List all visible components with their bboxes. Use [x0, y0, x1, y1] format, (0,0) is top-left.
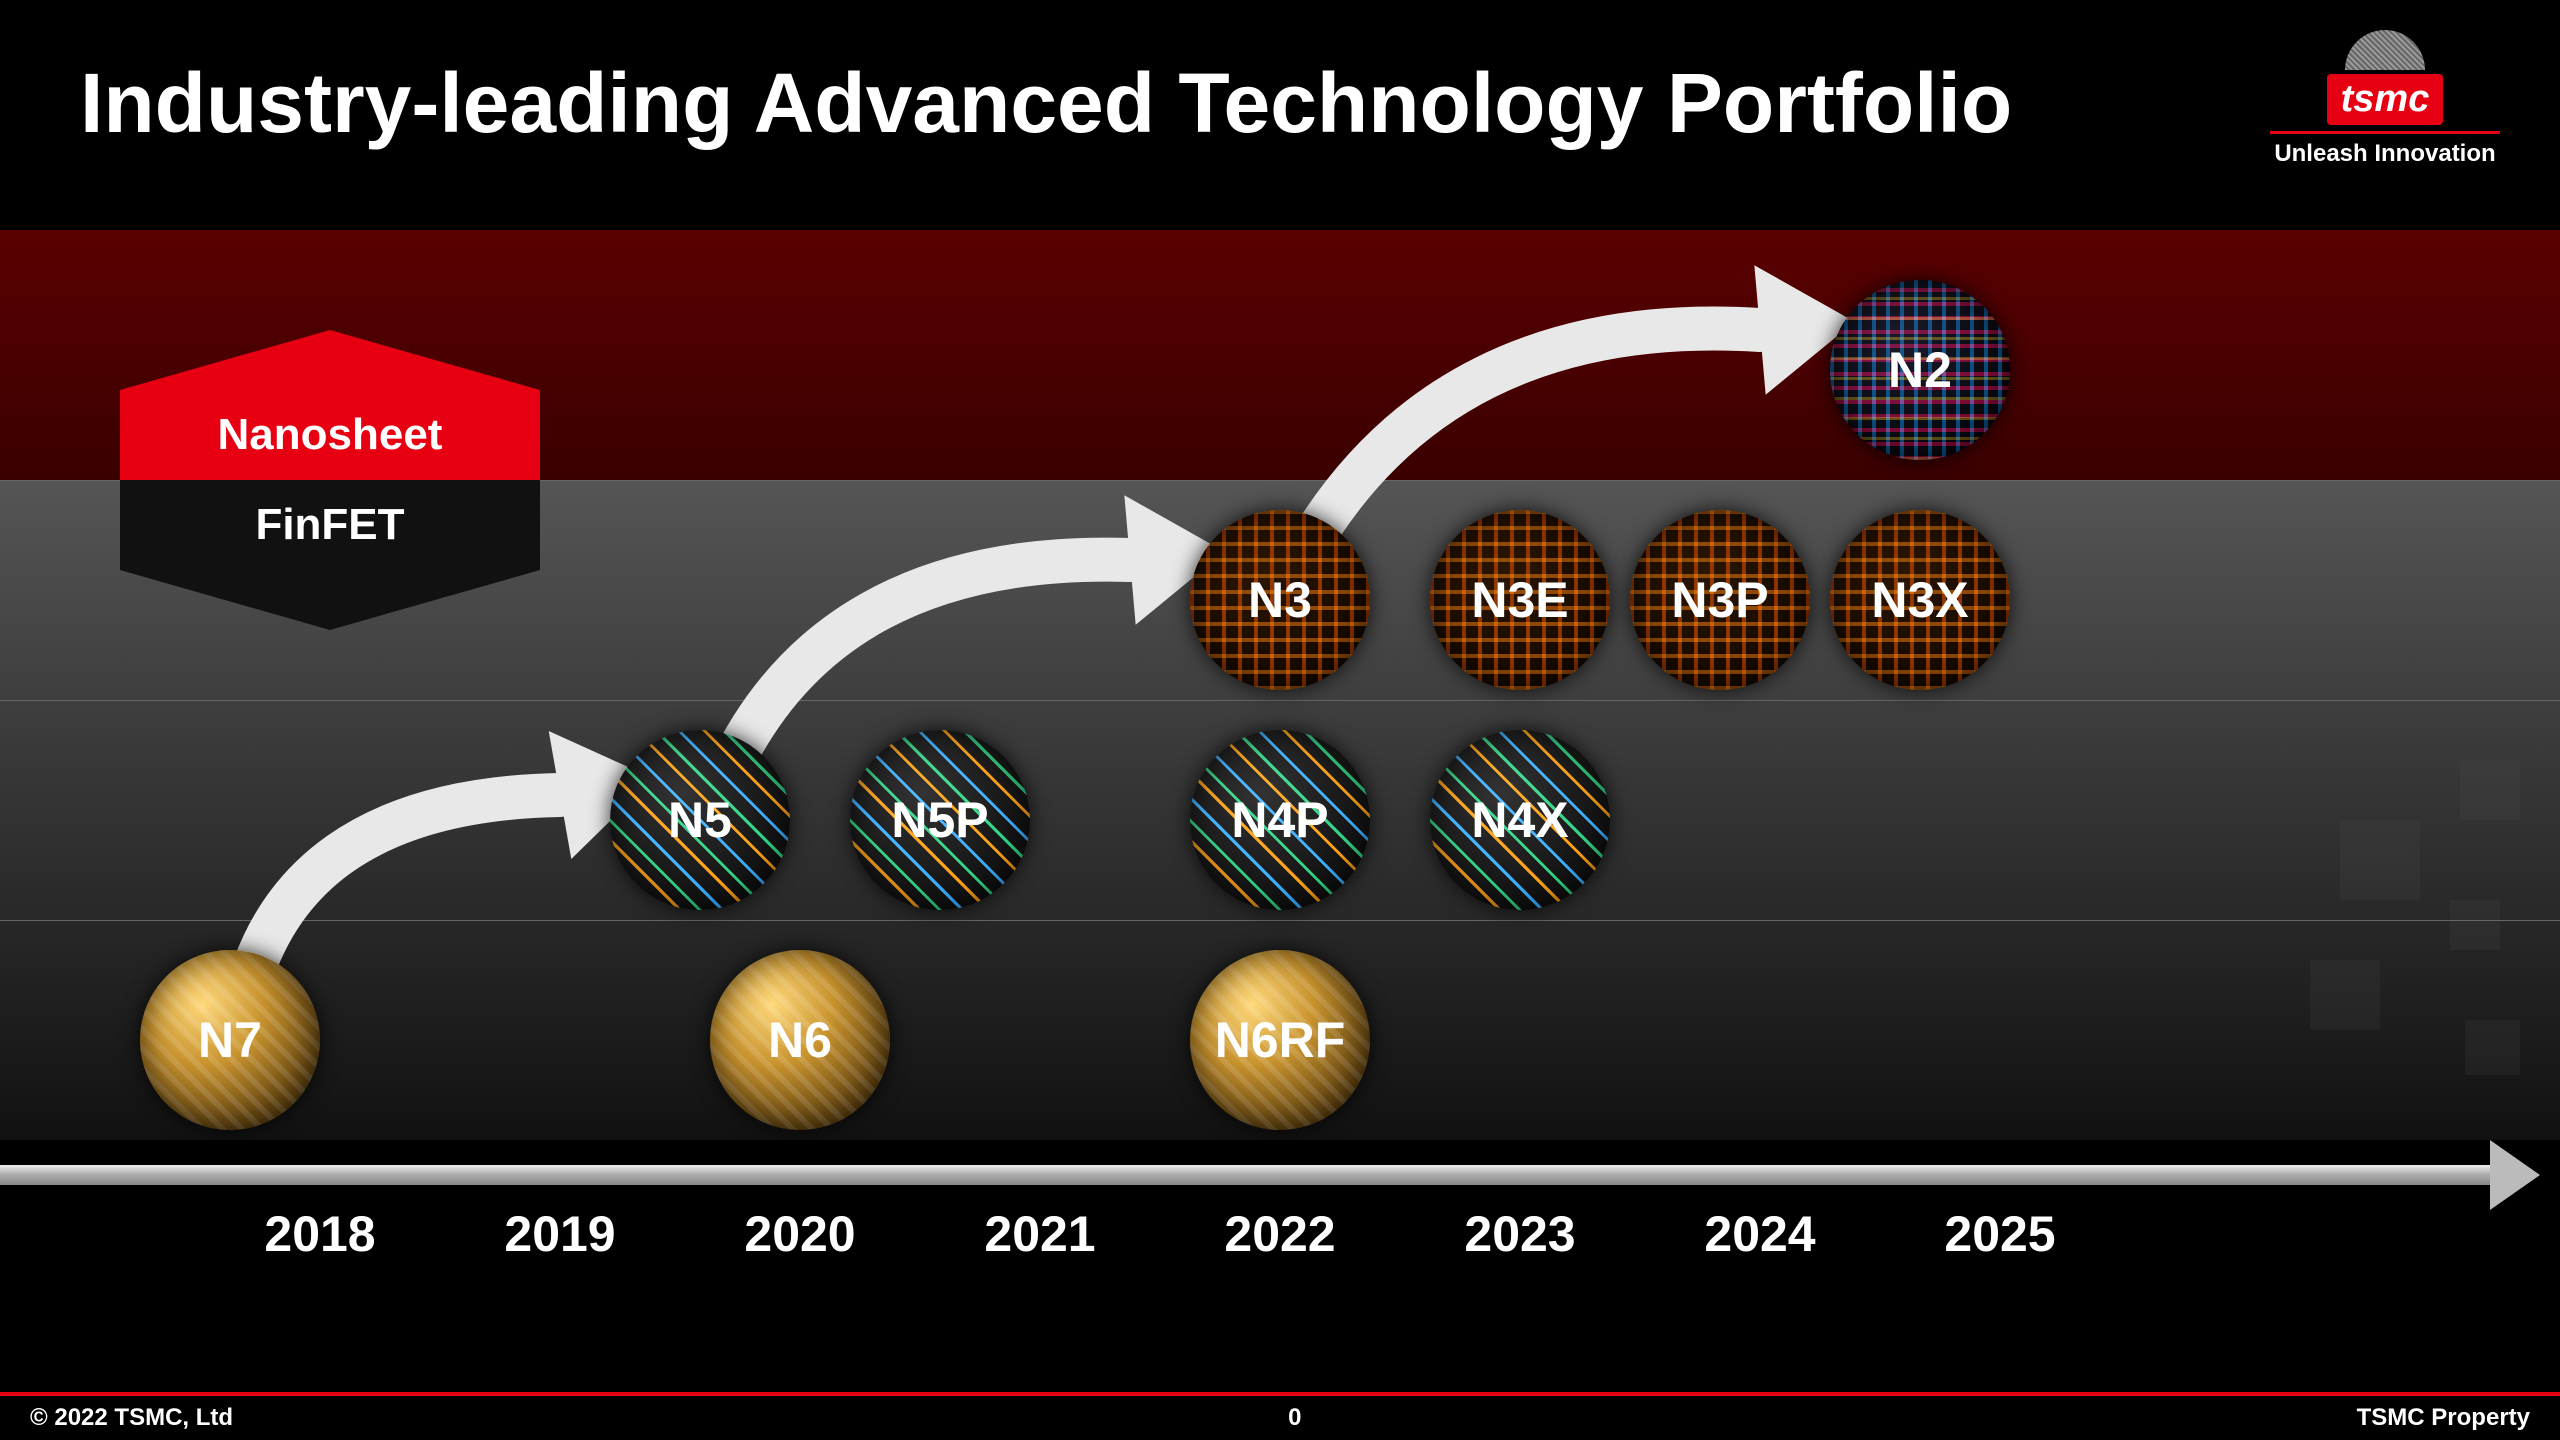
year-label: 2022 [1224, 1205, 1335, 1263]
page-number: 0 [1288, 1404, 1301, 1432]
year-label: 2024 [1704, 1205, 1815, 1263]
year-label: 2023 [1464, 1205, 1575, 1263]
brand-name: tsmc [2327, 74, 2444, 125]
process-node-n3: N3 [1190, 510, 1370, 690]
nanosheet-label: Nanosheet [120, 390, 540, 480]
finfet-label: FinFET [120, 480, 540, 570]
brand-logo: tsmc Unleash Innovation [2270, 30, 2500, 168]
process-node-n2: N2 [1830, 280, 2010, 460]
process-node-n3x: N3X [1830, 510, 2010, 690]
process-node-n4x: N4X [1430, 730, 1610, 910]
year-label: 2018 [264, 1205, 375, 1263]
footer: © 2022 TSMC, Ltd 0 TSMC Property [0, 1392, 2560, 1440]
process-node-n5: N5 [610, 730, 790, 910]
timeline-arrow-icon [0, 1165, 2490, 1185]
year-label: 2020 [744, 1205, 855, 1263]
process-node-n3e: N3E [1430, 510, 1610, 690]
process-node-n7: N7 [140, 950, 320, 1130]
row-separator [0, 700, 2560, 701]
year-label: 2025 [1944, 1205, 2055, 1263]
process-node-n6: N6 [710, 950, 890, 1130]
process-node-n4p: N4P [1190, 730, 1370, 910]
brand-tagline: Unleash Innovation [2270, 140, 2500, 168]
process-node-n5p: N5P [850, 730, 1030, 910]
decorative-squares [2160, 760, 2560, 1140]
copyright: © 2022 TSMC, Ltd [30, 1404, 233, 1432]
process-node-n6rf: N6RF [1190, 950, 1370, 1130]
year-label: 2019 [504, 1205, 615, 1263]
wafer-icon [2345, 30, 2425, 70]
property-label: TSMC Property [2357, 1404, 2530, 1432]
row-separator [0, 920, 2560, 921]
year-label: 2021 [984, 1205, 1095, 1263]
slide-title: Industry-leading Advanced Technology Por… [80, 55, 2012, 152]
slide: Industry-leading Advanced Technology Por… [0, 0, 2560, 1440]
process-node-n3p: N3P [1630, 510, 1810, 690]
